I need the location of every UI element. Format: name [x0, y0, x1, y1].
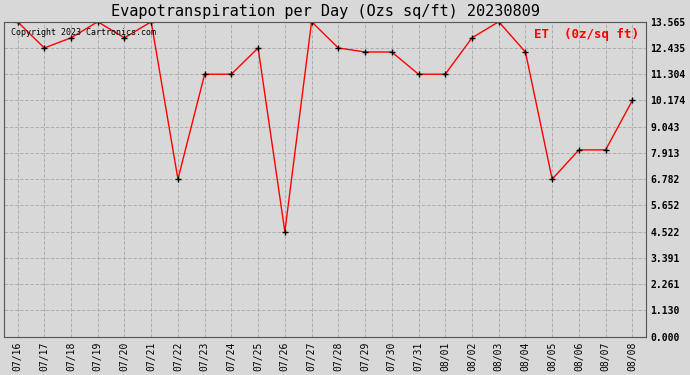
- Text: ET  (0z/sq ft): ET (0z/sq ft): [534, 28, 640, 41]
- Text: Copyright 2023 Cartronics.com: Copyright 2023 Cartronics.com: [10, 28, 155, 37]
- Title: Evapotranspiration per Day (Ozs sq/ft) 20230809: Evapotranspiration per Day (Ozs sq/ft) 2…: [110, 4, 540, 19]
